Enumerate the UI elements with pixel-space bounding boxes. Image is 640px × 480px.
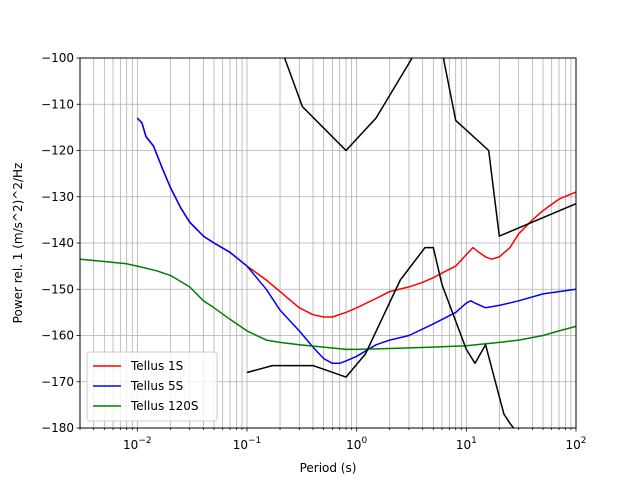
x-tick-label: 100: [346, 436, 367, 452]
x-tick-label: 101: [456, 436, 477, 452]
x-axis-label: Period (s): [300, 461, 357, 475]
y-axis-label: Power rel. 1 (m/s^2)^2/Hz: [11, 163, 25, 324]
reference-line-4: [282, 58, 576, 237]
y-tick-label: −140: [41, 236, 74, 250]
legend-label: Tellus 5S: [130, 379, 183, 393]
y-tick-label: −170: [41, 375, 74, 389]
y-tick-label: −120: [41, 144, 74, 158]
reference-line-3: [246, 246, 515, 428]
legend: Tellus 1S Tellus 5S Tellus 120S: [86, 351, 218, 422]
series-group: [80, 58, 576, 428]
series-line-tellus-120s: [80, 258, 576, 351]
y-tick-label: −130: [41, 190, 74, 204]
axis-ticks: [76, 57, 577, 432]
legend-label: Tellus 120S: [130, 399, 199, 413]
y-tick-label: −180: [41, 421, 74, 435]
x-tick-label: 102: [565, 436, 586, 452]
x-tick-label: 10−1: [233, 436, 262, 452]
y-tick-label: −160: [41, 329, 74, 343]
legend-box: [86, 351, 218, 422]
tick-labels: −100 −110 −120 −130 −140 −150 −160 −170 −180 10−2…: [41, 51, 586, 452]
y-tick-label: −110: [41, 97, 74, 111]
y-tick-label: −100: [41, 51, 74, 65]
legend-label: Tellus 1S: [130, 359, 183, 373]
series-line-tellus-5s: [136, 117, 576, 365]
x-tick-label: 10−2: [123, 436, 152, 452]
y-tick-label: −150: [41, 282, 74, 296]
